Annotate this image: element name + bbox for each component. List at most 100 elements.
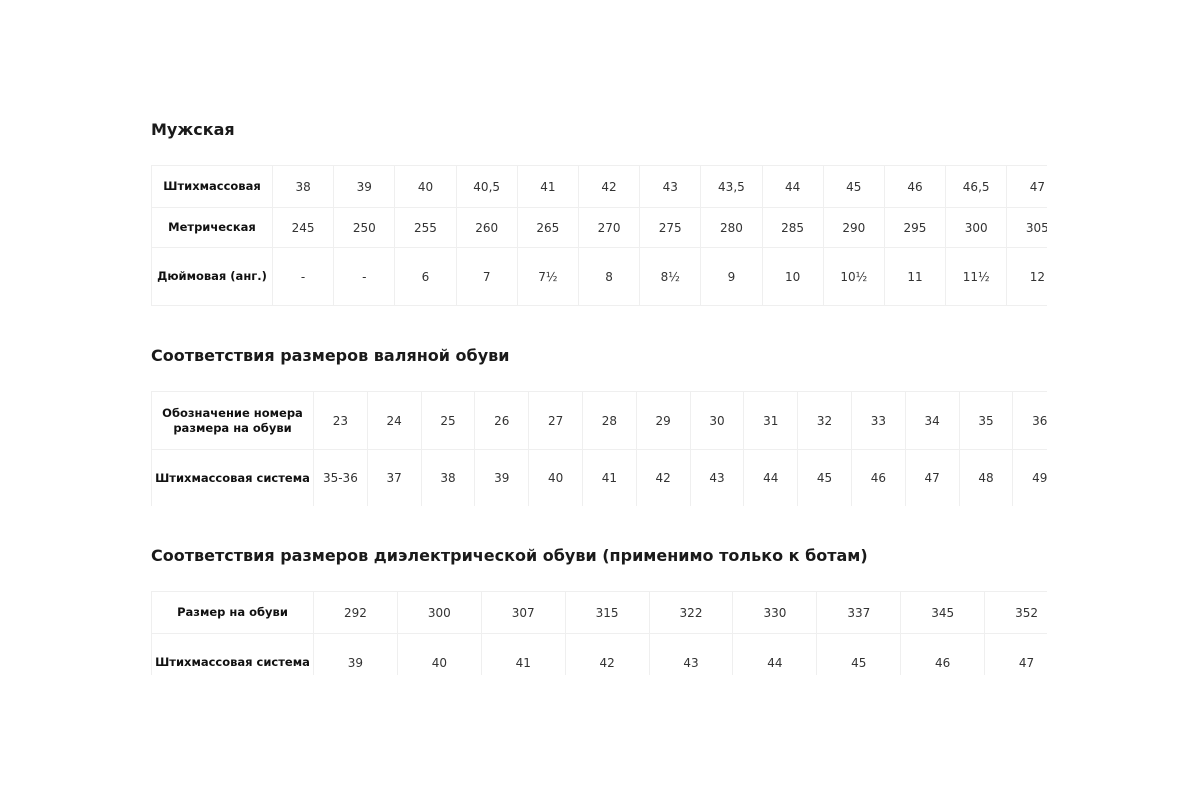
table-cell: 40 (396, 633, 482, 675)
table-row: Размер на обуви 292 300 307 315 322 330 337 345 3… (151, 591, 1047, 634)
table-cell: 26 (474, 391, 530, 450)
table-cell: 250 (333, 207, 396, 248)
table-cell: 43 (648, 633, 734, 675)
table-cell: 47 (1006, 165, 1047, 208)
table-row: Обозначение номера размера на обуви 23 24 2… (151, 391, 1047, 450)
table-cell: 30 (689, 391, 745, 450)
table-cell: 10½ (822, 247, 885, 306)
table-cell: 44 (761, 165, 824, 208)
table-cell: 260 (455, 207, 518, 248)
table-cell: 35-36 (313, 449, 368, 506)
table-cell: 45 (822, 165, 885, 208)
table-cell: 292 (313, 591, 398, 634)
table-cell: 27 (528, 391, 583, 450)
table-cell: 43,5 (700, 165, 763, 208)
table-row: Штихмассовая система 35-36 37 38 39 40 41 42 43 4… (151, 449, 1047, 506)
table-cell: 290 (822, 207, 885, 248)
table-cell: 32 (797, 391, 852, 450)
table-cell: 11½ (945, 247, 1008, 306)
table-cell: 7 (455, 247, 518, 306)
table-cell: 34 (904, 391, 960, 450)
row-label: Дюймовая (анг.) (151, 247, 273, 306)
table-cell: 300 (945, 207, 1008, 248)
table-cell: 255 (394, 207, 457, 248)
table-cell: 39 (474, 449, 530, 506)
table-cell: 315 (564, 591, 650, 634)
table-cell: 25 (420, 391, 476, 450)
table-cell: 46,5 (945, 165, 1008, 208)
table-cell: 43 (639, 165, 702, 208)
dielectric-size-table: Размер на обуви 292 300 307 315 322 330 337 345 3… (151, 591, 1047, 675)
table-row: Дюймовая (анг.) - -6 7 7½ 8 8½ 9 10 10½ 11 11½ 12 (151, 247, 1047, 306)
table-cell: 42 (564, 633, 650, 675)
table-cell: 40 (528, 449, 583, 506)
table-cell: 42 (577, 165, 641, 208)
mens-size-table: Штихмассовая 38 39 40 40,5 41 42 43 43,5 44 45 46 46… (151, 165, 1047, 306)
table-cell: 305 (1006, 207, 1047, 248)
table-cell: 41 (516, 165, 579, 208)
table-cell: 307 (480, 591, 566, 634)
table-cell: 275 (639, 207, 702, 248)
table-cell: 41 (480, 633, 566, 675)
table-cell: 265 (516, 207, 579, 248)
table-cell: 43 (689, 449, 745, 506)
table-cell: 345 (900, 591, 986, 634)
table-cell: 11 (883, 247, 947, 306)
table-cell: 37 (366, 449, 422, 506)
row-label: Штихмассовая система (151, 633, 314, 675)
table-cell: 10 (761, 247, 824, 306)
felt-size-table: Обозначение номера размера на обуви 23 24 2… (151, 391, 1047, 506)
table-cell: 285 (761, 207, 824, 248)
table-row: Штихмассовая 38 39 40 40,5 41 42 43 43,5 44 45 46 46… (151, 165, 1047, 208)
table-cell: 31 (743, 391, 799, 450)
table-cell: 300 (396, 591, 482, 634)
row-label: Размер на обуви (151, 591, 314, 634)
table-cell: 49 (1012, 449, 1047, 506)
table-cell: 48 (958, 449, 1014, 506)
table-cell: 12 (1006, 247, 1047, 306)
table-cell: 280 (700, 207, 763, 248)
table-cell: 337 (816, 591, 902, 634)
section-title-dielectric: Соответствия размеров диэлектрической об… (151, 546, 868, 565)
table-cell: 46 (900, 633, 986, 675)
table-cell: 47 (984, 633, 1047, 675)
table-cell: 28 (581, 391, 637, 450)
table-cell: - (271, 247, 335, 306)
table-cell: 46 (850, 449, 906, 506)
table-cell: - (333, 247, 396, 306)
table-row: Метрическая 245 250 255 260 265 270 275 280 285 29… (151, 207, 1047, 248)
table-cell: 23 (313, 391, 368, 450)
table-cell: 270 (577, 207, 641, 248)
table-cell: 39 (333, 165, 396, 208)
table-cell: 38 (271, 165, 335, 208)
table-cell: 40,5 (455, 165, 518, 208)
table-cell: 40 (394, 165, 457, 208)
table-cell: 45 (816, 633, 902, 675)
table-cell: 33 (850, 391, 906, 450)
table-cell: 8 (577, 247, 641, 306)
table-cell: 295 (883, 207, 947, 248)
table-cell: 42 (635, 449, 691, 506)
table-cell: 245 (271, 207, 335, 248)
row-label: Обозначение номера размера на обуви (151, 391, 314, 450)
section-title-mens: Мужская (151, 120, 235, 139)
table-cell: 24 (366, 391, 422, 450)
table-cell: 41 (581, 449, 637, 506)
row-label: Штихмассовая система (151, 449, 314, 506)
table-cell: 352 (984, 591, 1047, 634)
table-cell: 47 (904, 449, 960, 506)
table-cell: 322 (648, 591, 734, 634)
table-row: Штихмассовая система 39 40 41 42 43 44 45 46 47 (151, 633, 1047, 675)
table-cell: 36 (1012, 391, 1047, 450)
table-cell: 7½ (516, 247, 579, 306)
table-cell: 8½ (639, 247, 702, 306)
table-cell: 46 (883, 165, 947, 208)
table-cell: 45 (797, 449, 852, 506)
table-cell: 39 (313, 633, 398, 675)
row-label: Метрическая (151, 207, 273, 248)
table-cell: 9 (700, 247, 763, 306)
table-cell: 38 (420, 449, 476, 506)
table-cell: 330 (732, 591, 818, 634)
table-cell: 6 (394, 247, 457, 306)
table-cell: 44 (732, 633, 818, 675)
